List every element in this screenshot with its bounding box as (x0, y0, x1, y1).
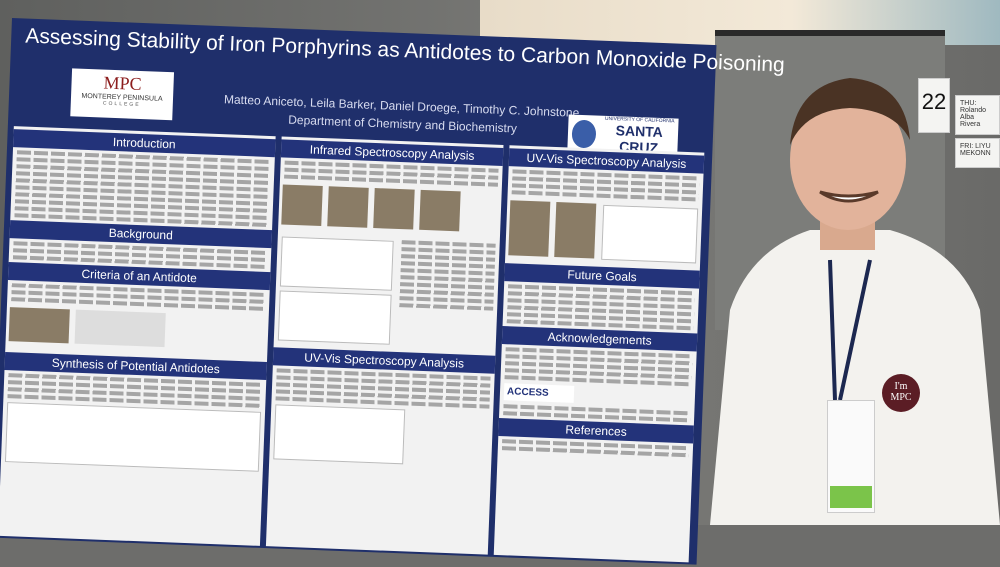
photo (281, 184, 323, 227)
photo (508, 200, 551, 257)
reaction-diagram (273, 404, 406, 465)
ir-spectrum-chart (279, 236, 394, 291)
middle-column: Infrared Spectroscopy Analysis UV-Vis Sp… (265, 136, 504, 555)
face (790, 90, 906, 230)
photo (8, 307, 70, 344)
seal-icon (571, 119, 597, 149)
pin-text: MPC (890, 392, 912, 403)
poster-authors: Matteo Aniceto, Leila Barker, Daniel Dro… (223, 92, 580, 120)
person-presenter (710, 78, 1000, 525)
ir-spectrum-chart (277, 290, 392, 345)
photo (554, 202, 597, 259)
lanyard (828, 259, 872, 401)
hair (790, 78, 910, 145)
mpc-logo: MPC Monterey Peninsula College (70, 68, 175, 121)
white-shirt (710, 230, 1000, 525)
smile (819, 190, 879, 203)
badge-green-stripe (830, 486, 872, 508)
right-column: UV-Vis Spectroscopy Analysis Future Goal… (493, 145, 705, 563)
photo (419, 189, 461, 232)
pin-text: I'm (894, 381, 908, 392)
booth-number: 22 (918, 78, 950, 133)
research-poster: Assessing Stability of Iron Porphyrins a… (0, 18, 785, 565)
schedule-card: FRI: LIYU MEKONN (955, 138, 1000, 168)
conference-badge (827, 400, 875, 513)
im-mpc-pin: I'm MPC (882, 374, 920, 412)
structure-diagram (74, 309, 166, 348)
synthesis-scheme (4, 402, 262, 472)
photo (327, 186, 369, 228)
photo (373, 188, 415, 230)
uvvis-spectrum-chart (601, 204, 699, 264)
access-logo: ACCESS (503, 383, 575, 403)
left-column: Introduction Background Criteria of an A… (0, 126, 276, 546)
